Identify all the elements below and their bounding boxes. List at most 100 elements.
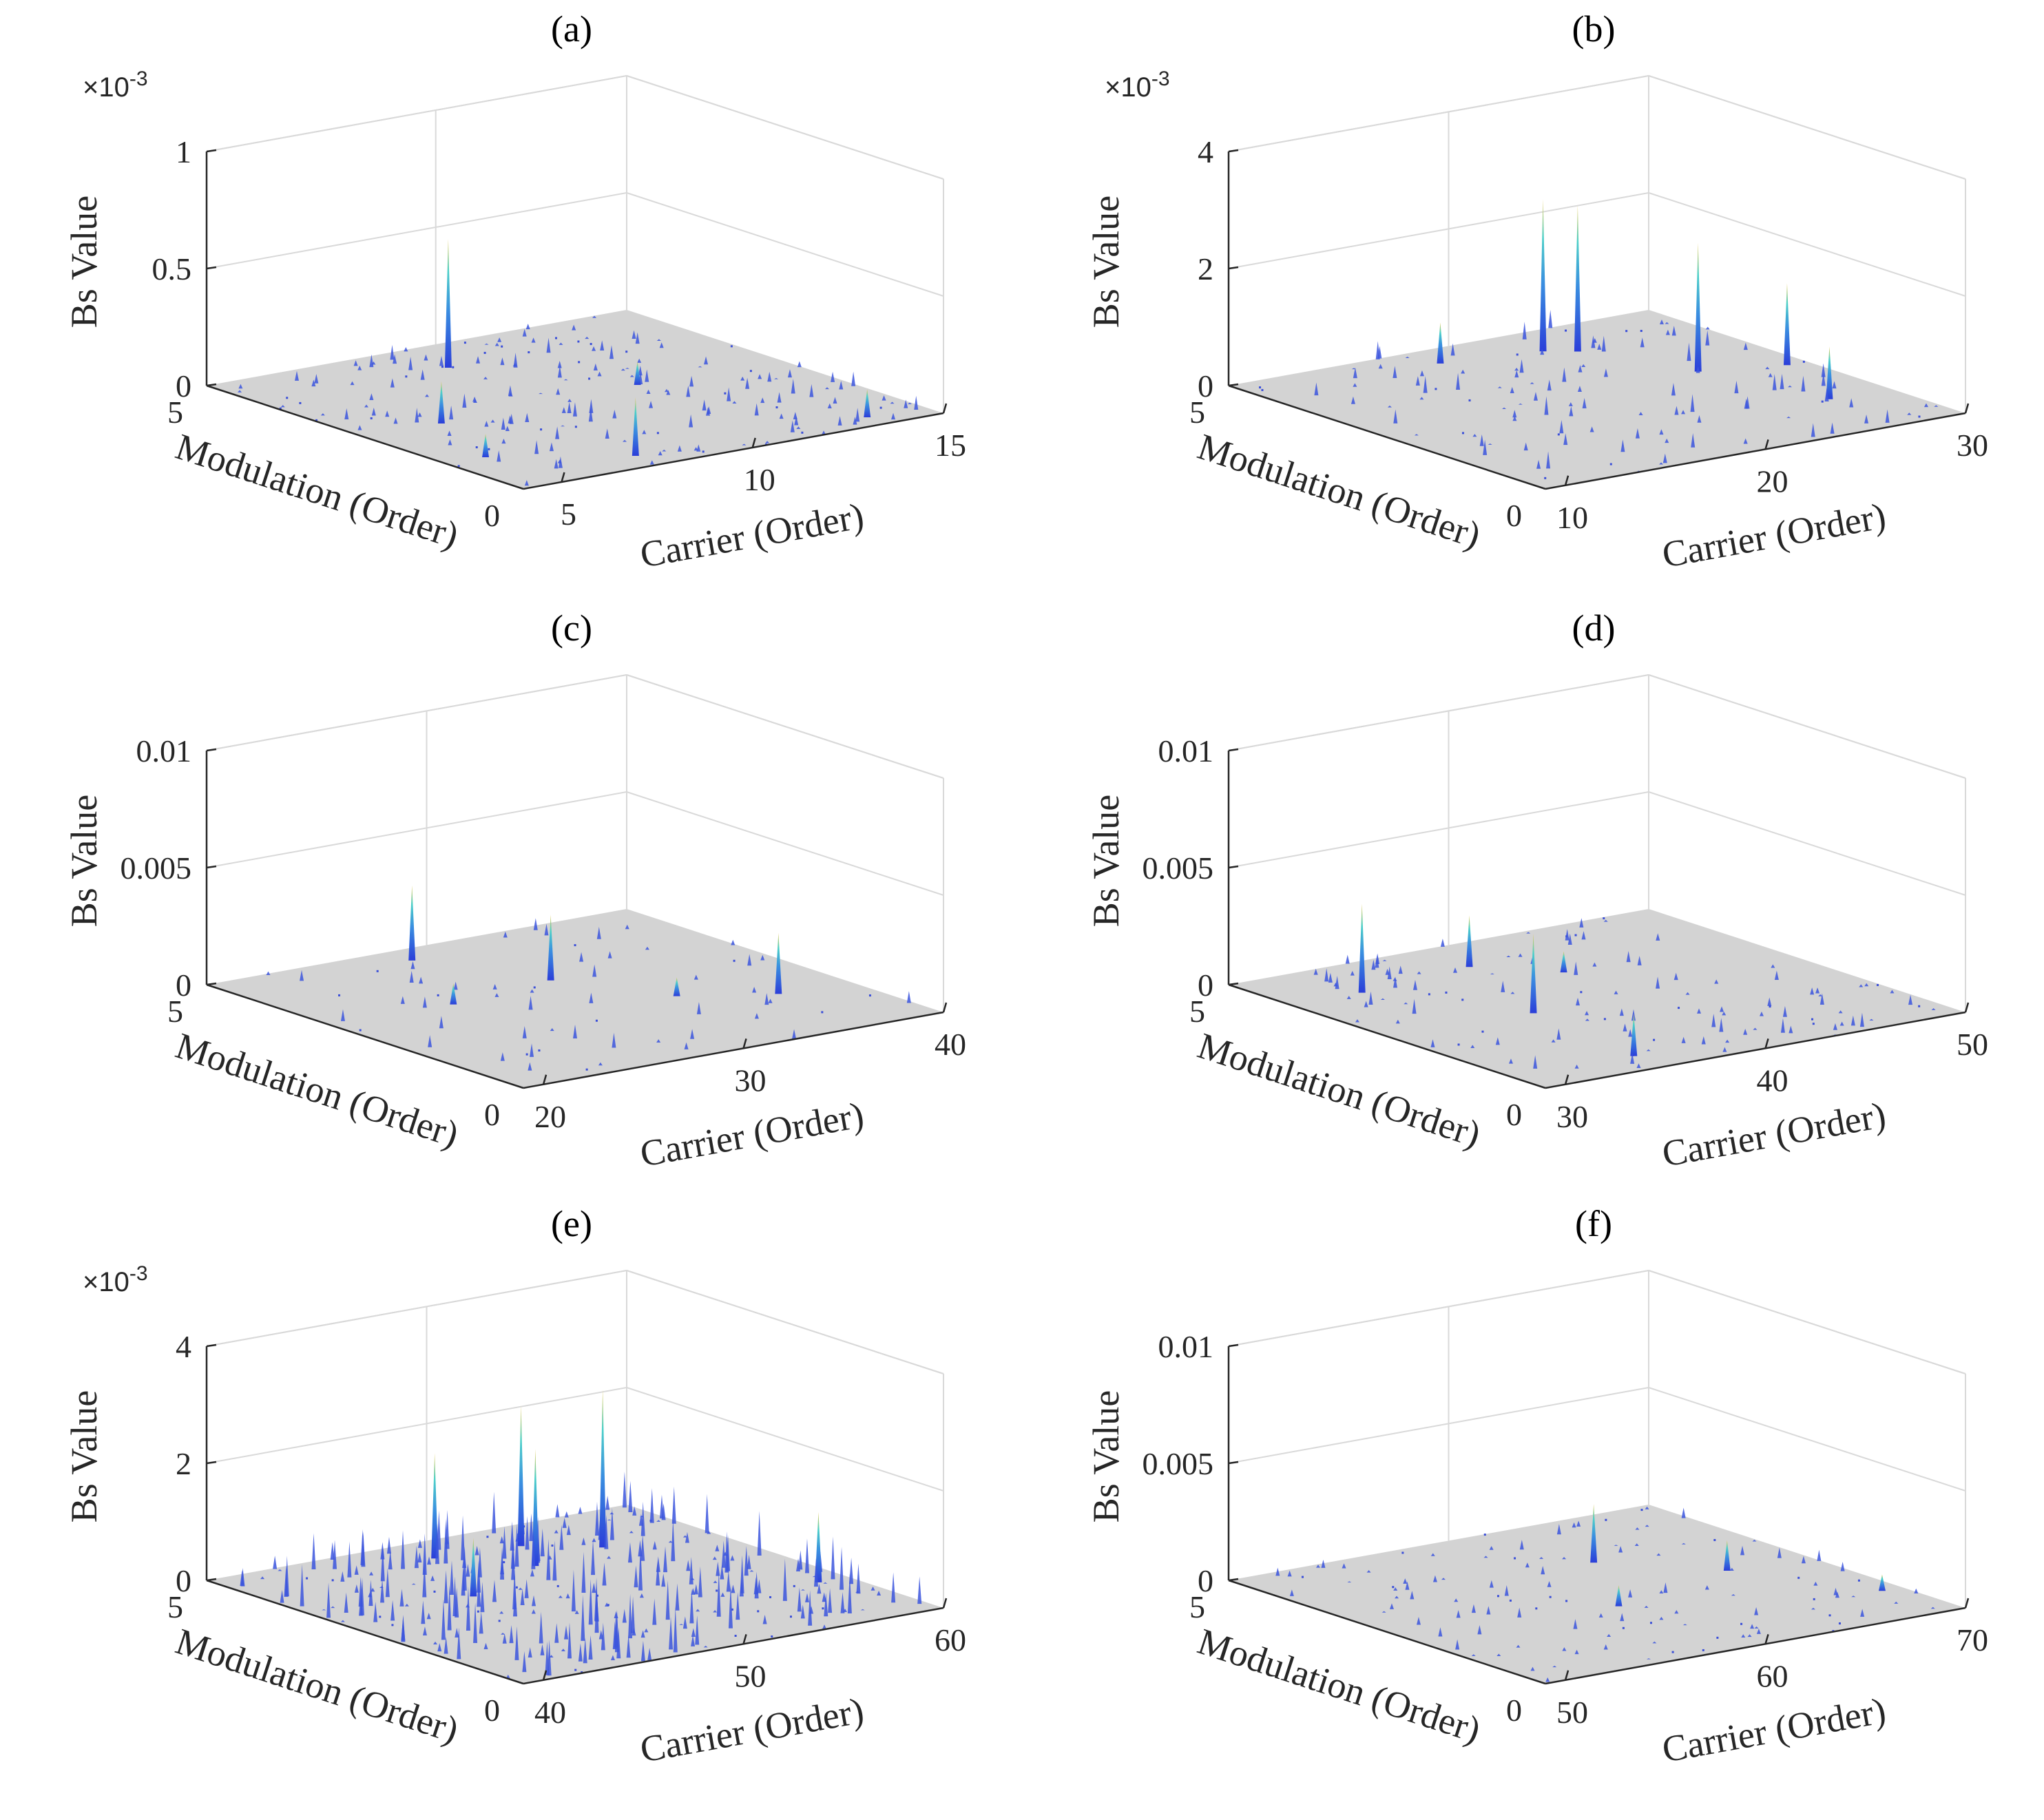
surface-noise-point <box>528 351 530 354</box>
surface-spike <box>1620 439 1625 452</box>
x-tick-label: 50 <box>735 1658 766 1693</box>
surface-spike <box>1623 1023 1627 1032</box>
y-axis-line <box>1228 983 1546 1089</box>
surface-spike <box>596 926 601 939</box>
surface-spike <box>492 983 497 990</box>
surface-spike <box>698 366 702 368</box>
z-tick-mark <box>1228 1578 1239 1582</box>
surface-spike <box>571 1569 576 1612</box>
surface-spike <box>522 1025 527 1038</box>
surface-noise-point <box>1549 1596 1552 1598</box>
surface-spike <box>1321 1559 1326 1568</box>
surface-spike <box>744 1546 749 1576</box>
surface-spike <box>646 389 651 395</box>
x-tick-label: 60 <box>1757 1658 1788 1693</box>
surface-spike <box>671 1518 676 1562</box>
surface-spike <box>1380 998 1385 1001</box>
surface-noise-point <box>433 1590 436 1593</box>
surface-spike <box>831 1536 835 1580</box>
surface-spike <box>632 330 636 339</box>
surface-spike <box>1472 434 1477 437</box>
surface-spike <box>782 1558 787 1601</box>
surface-spike <box>813 1558 818 1587</box>
surface-spike <box>1483 439 1488 455</box>
surface-spike <box>629 1531 634 1534</box>
surface-spike <box>1603 368 1608 377</box>
surface-spike <box>1934 405 1939 407</box>
surface-spike <box>1681 1036 1686 1043</box>
surface-spike <box>1833 1587 1838 1596</box>
surface-spike <box>492 1492 497 1534</box>
surface-noise-point <box>1797 1576 1800 1579</box>
surface-spike <box>839 381 844 390</box>
surface-spike <box>1568 402 1573 406</box>
x-tick-label: 30 <box>1556 1099 1588 1134</box>
surface-noise-point <box>775 406 778 409</box>
surface-noise-point <box>1653 1038 1656 1041</box>
surface-spike <box>401 1530 406 1569</box>
surface-noise-point <box>588 377 591 380</box>
z-gridline-back <box>1228 1270 1649 1347</box>
surface-peak <box>517 1405 525 1547</box>
surface-spike <box>1628 1589 1633 1598</box>
surface-spike <box>581 1595 585 1641</box>
surface-spike <box>1817 1549 1822 1561</box>
surface-spike <box>531 337 536 343</box>
surface-spike <box>300 970 304 981</box>
surface-spike <box>574 1610 579 1614</box>
surface-spike <box>364 404 368 408</box>
surface-spike <box>1576 1520 1581 1527</box>
surface-spike <box>1404 1002 1408 1005</box>
surface-spike <box>1656 1553 1661 1556</box>
surface-spike <box>410 961 415 970</box>
surface-spike <box>597 371 602 377</box>
z-tick-mark <box>1228 383 1239 387</box>
surface-spike <box>322 1609 326 1611</box>
surface-spike <box>284 1565 289 1597</box>
panel-title: (a) <box>551 8 592 50</box>
surface-spike <box>278 1569 282 1571</box>
surface-spike <box>1685 992 1690 995</box>
surface-spike <box>414 1545 419 1569</box>
surface-noise-point <box>733 959 736 962</box>
surface-spike <box>860 1609 865 1611</box>
x-axis-line <box>523 1011 944 1089</box>
surface-spike <box>594 1587 599 1633</box>
x-tick-mark <box>942 1598 948 1609</box>
surface-spike <box>1546 451 1551 469</box>
surface-spike <box>330 1542 335 1560</box>
surface-spike <box>422 1627 427 1635</box>
surface-spike <box>1607 1633 1612 1637</box>
surface-noise-point <box>1481 1030 1484 1033</box>
surface-spike <box>891 1572 896 1603</box>
surface-peak <box>450 983 457 1005</box>
surface-spike <box>1364 1001 1368 1007</box>
surface-spike <box>749 1570 754 1572</box>
grid-walls <box>1228 75 1966 413</box>
surface-peak <box>1358 903 1366 993</box>
surface-spike <box>1382 959 1387 961</box>
panel-title: (c) <box>551 607 592 649</box>
surface-spike <box>605 428 609 439</box>
surface-spike <box>1454 1598 1459 1602</box>
surface-spike <box>726 1570 731 1592</box>
surface-spike <box>555 426 560 439</box>
surface-spike <box>601 1622 605 1651</box>
surface-spike <box>1750 1624 1755 1629</box>
x-tick-label: 60 <box>935 1622 966 1657</box>
surface-spike <box>1801 375 1806 392</box>
surface-spike <box>1512 416 1517 421</box>
surface-noise-point <box>533 986 536 989</box>
surface-spike <box>1497 386 1502 388</box>
surface-spike <box>1753 1027 1758 1030</box>
surface-spike <box>417 1539 422 1548</box>
surface-spike <box>904 399 908 408</box>
surface-spike <box>742 443 747 446</box>
surface-spike <box>552 1540 557 1581</box>
surface-spike <box>490 419 495 423</box>
surface-spike <box>721 1540 726 1568</box>
surface-noise-point <box>1811 1018 1813 1021</box>
surface-spike <box>779 413 784 419</box>
surface-spike <box>792 1029 797 1039</box>
